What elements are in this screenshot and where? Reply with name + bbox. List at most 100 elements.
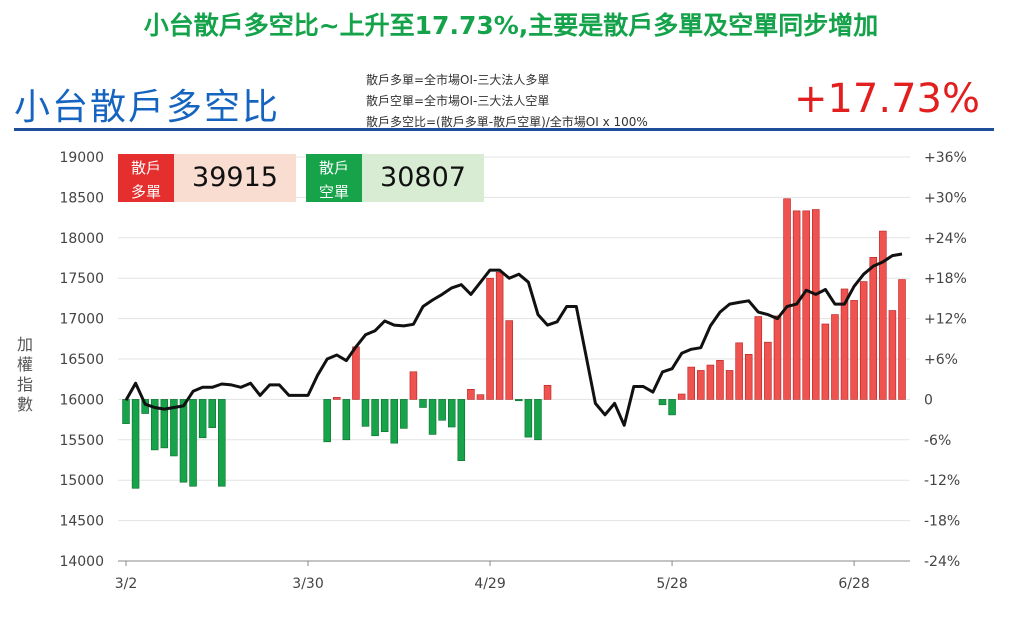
- retail-short-label-1: 散戶: [318, 159, 349, 177]
- retail-short-value: 30807: [380, 162, 466, 193]
- formula-ratio: 散戶多空比=(散戶多單-散戶空單)/全市場OI x 100%: [366, 115, 648, 129]
- positive-bar: [505, 320, 513, 400]
- y-right-tick-label: +36%: [924, 150, 967, 166]
- y-left-tick-label: 16000: [59, 392, 104, 408]
- retail-long-label-1: 散戶: [130, 159, 161, 177]
- retail-long-label-2: 多單: [130, 183, 161, 201]
- y-left-tick-label: 18500: [59, 190, 104, 206]
- y-left-tick-label: 17000: [59, 312, 104, 328]
- positive-bar: [716, 360, 724, 400]
- negative-bar: [361, 399, 370, 427]
- y-left-tick-label: 14500: [59, 514, 104, 530]
- positive-bar: [850, 300, 858, 400]
- negative-bar: [457, 399, 466, 461]
- y-right-tick-label: -12%: [924, 473, 960, 489]
- negative-bar: [198, 399, 207, 439]
- positive-bar: [802, 210, 810, 400]
- positive-bar: [706, 364, 715, 400]
- positive-bar: [783, 198, 791, 400]
- negative-bar: [428, 399, 437, 435]
- retail-short-label-2: 空單: [318, 183, 349, 201]
- negative-bar: [390, 399, 398, 444]
- positive-bar: [352, 346, 360, 400]
- positive-bar: [764, 341, 772, 400]
- formula-retail-long: 散戶多單=全市場OI-三大法人多單: [366, 73, 550, 87]
- y-left-tick-label: 17500: [59, 271, 104, 287]
- y-right-tick-label: 0: [924, 392, 933, 408]
- x-tick-label: 3/2: [115, 576, 138, 592]
- positive-bar: [831, 314, 839, 400]
- positive-bar: [735, 342, 743, 400]
- negative-bar: [515, 399, 523, 402]
- negative-bar: [122, 399, 130, 424]
- y-axis-label-char: 加: [17, 335, 33, 354]
- positive-bar: [744, 353, 753, 400]
- negative-bar: [342, 399, 351, 441]
- y-right-tick-label: -18%: [924, 514, 960, 530]
- y-right-tick-label: +30%: [924, 190, 967, 206]
- negative-bar: [189, 399, 197, 487]
- negative-bar: [447, 399, 456, 428]
- negative-bar: [400, 399, 408, 429]
- negative-bar: [131, 399, 140, 489]
- y-left-tick-label: 19000: [59, 150, 104, 166]
- y-left-tick-label: 15500: [59, 433, 104, 449]
- positive-bar: [409, 371, 418, 400]
- positive-bar: [687, 366, 695, 400]
- positive-bar: [467, 388, 475, 400]
- positive-bar: [840, 288, 849, 400]
- x-tick-label: 3/30: [292, 576, 323, 592]
- x-tick-label: 5/28: [656, 576, 687, 592]
- positive-bar: [812, 209, 820, 400]
- y-left-tick-label: 16500: [59, 352, 104, 368]
- positive-bar: [495, 271, 504, 400]
- y-right-tick-label: +12%: [924, 312, 967, 328]
- retail-short-value-box: 30807: [362, 154, 484, 202]
- negative-bar: [371, 399, 379, 437]
- negative-bar: [658, 399, 667, 406]
- positive-bar: [879, 230, 887, 400]
- x-tick-label: 4/29: [474, 576, 505, 592]
- negative-bar: [170, 399, 178, 457]
- positive-bar: [888, 310, 897, 400]
- y-right-tick-label: +24%: [924, 231, 967, 247]
- y-axis-label-char: 權: [17, 355, 33, 374]
- formula-retail-short: 散戶空單=全市場OI-三大法人空單: [366, 94, 550, 108]
- negative-bar: [419, 399, 427, 408]
- negative-bar: [150, 399, 159, 451]
- positive-bar: [677, 393, 686, 400]
- negative-bar: [668, 399, 676, 416]
- positive-bar: [697, 370, 705, 400]
- y-right-tick-label: +18%: [924, 271, 967, 287]
- positive-bar: [543, 384, 552, 400]
- title-divider: [14, 128, 994, 131]
- retail-short-label-box: 散戶 空單: [306, 154, 362, 202]
- negative-bar: [179, 399, 188, 483]
- positive-bar: [476, 394, 485, 400]
- y-left-tick-label: 14000: [59, 554, 104, 570]
- positive-bar: [333, 397, 341, 400]
- positive-bar: [725, 370, 734, 400]
- negative-bar: [380, 399, 389, 433]
- y-left-tick-label: 15000: [59, 473, 104, 489]
- negative-bar: [323, 399, 331, 443]
- negative-bar: [534, 399, 542, 441]
- headline: 小台散戶多空比~上升至17.73%,主要是散戶多單及空單同步增加: [143, 11, 879, 40]
- y-axis-label-char: 指: [17, 375, 33, 394]
- positive-bar: [754, 316, 763, 400]
- retail-long-value-box: 39915: [174, 154, 296, 202]
- positive-bar: [859, 281, 868, 400]
- positive-bar: [773, 315, 782, 400]
- y-right-tick-label: -24%: [924, 554, 960, 570]
- y-left-tick-label: 18000: [59, 231, 104, 247]
- positive-bar: [486, 277, 494, 400]
- positive-bar: [898, 279, 906, 400]
- positive-bar: [869, 257, 878, 400]
- latest-ratio: +17.73%: [793, 76, 980, 122]
- negative-bar: [160, 399, 169, 449]
- y-right-tick-label: +6%: [924, 352, 958, 368]
- index-line: [124, 252, 903, 427]
- retail-long-label-box: 散戶 多單: [118, 154, 174, 202]
- y-right-tick-label: -6%: [924, 433, 951, 449]
- x-tick-label: 6/28: [838, 576, 869, 592]
